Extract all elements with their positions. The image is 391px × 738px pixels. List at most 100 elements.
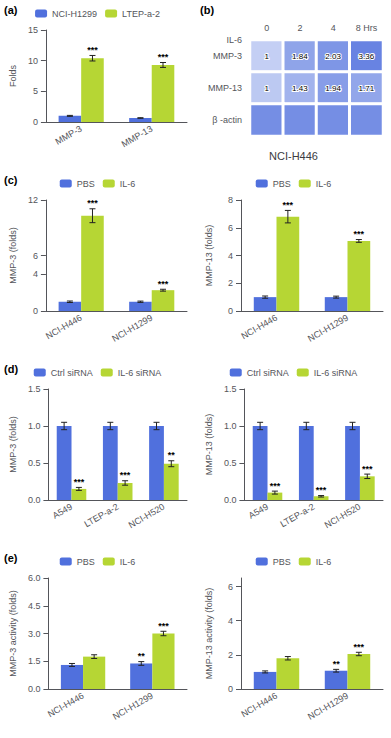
svg-text:1: 1 (264, 84, 269, 93)
svg-text:NCI-H520: NCI-H520 (127, 502, 167, 531)
svg-text:4: 4 (331, 23, 336, 33)
svg-text:***: *** (87, 45, 98, 55)
svg-text:6: 6 (33, 251, 38, 261)
svg-text:1: 1 (264, 52, 269, 61)
svg-text:0: 0 (228, 306, 233, 316)
svg-text:MMP-13 activity (folds): MMP-13 activity (folds) (204, 588, 214, 680)
svg-text:NCI-H446: NCI-H446 (46, 691, 86, 720)
svg-text:NCI-H1299: NCI-H1299 (306, 691, 350, 722)
svg-text:(e): (e) (4, 552, 18, 564)
svg-text:MMP-3: MMP-3 (213, 51, 242, 61)
svg-text:0: 0 (228, 684, 233, 694)
svg-text:***: *** (354, 642, 365, 652)
svg-text:LTEP-a-2: LTEP-a-2 (82, 502, 120, 530)
svg-text:**: ** (138, 651, 146, 661)
svg-text:IL-6: IL-6 (316, 557, 332, 567)
svg-text:0.0: 0.0 (28, 495, 41, 505)
svg-text:4: 4 (228, 616, 233, 626)
svg-text:***: *** (87, 198, 98, 208)
svg-text:MMP-13: MMP-13 (208, 83, 242, 93)
svg-text:IL-6 siRNA: IL-6 siRNA (314, 368, 358, 378)
svg-text:***: *** (362, 464, 373, 474)
svg-text:Ctrl siRNA: Ctrl siRNA (51, 368, 93, 378)
svg-text:2: 2 (297, 23, 302, 33)
svg-text:MMP-3 activity (folds): MMP-3 activity (folds) (8, 590, 18, 677)
svg-text:1.94: 1.94 (325, 84, 341, 93)
svg-text:NCI-H446: NCI-H446 (269, 150, 318, 162)
svg-text:LTEP-a-2: LTEP-a-2 (278, 502, 316, 530)
svg-text:8 Hrs: 8 Hrs (356, 23, 378, 33)
svg-text:6.0: 6.0 (28, 573, 41, 583)
svg-text:MMP-3 (folds): MMP-3 (folds) (8, 416, 18, 473)
svg-text:**: ** (333, 659, 341, 669)
svg-text:(b): (b) (200, 4, 214, 16)
svg-text:***: *** (74, 477, 85, 487)
svg-text:NCI-H446: NCI-H446 (239, 313, 279, 342)
svg-text:LTEP-a-2: LTEP-a-2 (122, 9, 160, 19)
svg-text:NCI-H520: NCI-H520 (323, 502, 363, 531)
svg-text:NCI-H446: NCI-H446 (44, 313, 84, 342)
svg-text:(a): (a) (4, 4, 18, 16)
svg-text:6: 6 (228, 223, 233, 233)
svg-text:IL-6: IL-6 (120, 179, 136, 189)
svg-text:1.5: 1.5 (224, 384, 237, 394)
svg-text:NCI-H1299: NCI-H1299 (306, 313, 350, 344)
svg-text:1.0: 1.0 (224, 421, 237, 431)
svg-text:3.0: 3.0 (28, 629, 41, 639)
svg-text:0.5: 0.5 (224, 458, 237, 468)
svg-text:MMP-3 (folds): MMP-3 (folds) (8, 227, 18, 284)
svg-text:8: 8 (228, 195, 233, 205)
svg-text:MMP-13: MMP-13 (120, 124, 154, 150)
svg-text:***: *** (354, 229, 365, 239)
svg-text:A549: A549 (247, 502, 270, 521)
svg-text:IL-6: IL-6 (120, 557, 136, 567)
svg-text:IL-6: IL-6 (316, 179, 332, 189)
svg-text:NCI-H446: NCI-H446 (239, 691, 279, 720)
svg-text:2: 2 (228, 650, 233, 660)
svg-text:***: *** (158, 279, 169, 289)
svg-text:0.0: 0.0 (224, 495, 237, 505)
svg-text:2.03: 2.03 (325, 52, 341, 61)
svg-text:4: 4 (33, 269, 38, 279)
svg-text:1.5: 1.5 (28, 656, 41, 666)
svg-text:**: ** (168, 450, 176, 460)
svg-text:1.43: 1.43 (292, 84, 308, 93)
svg-text:***: *** (270, 481, 281, 491)
svg-text:Folds: Folds (8, 65, 18, 88)
svg-text:5: 5 (33, 86, 38, 96)
svg-text:4: 4 (228, 251, 233, 261)
svg-text:MMP-3: MMP-3 (54, 124, 84, 147)
svg-text:1.84: 1.84 (292, 52, 308, 61)
svg-text:1.5: 1.5 (28, 384, 41, 394)
svg-text:1.0: 1.0 (28, 421, 41, 431)
svg-text:IL-6: IL-6 (226, 35, 242, 45)
svg-text:***: *** (158, 621, 169, 631)
svg-text:PBS: PBS (273, 179, 291, 189)
svg-text:1.71: 1.71 (359, 84, 375, 93)
svg-text:IL-6 siRNA: IL-6 siRNA (118, 368, 162, 378)
svg-text:0: 0 (33, 117, 38, 127)
svg-text:(d): (d) (4, 363, 18, 375)
svg-text:0.5: 0.5 (28, 458, 41, 468)
svg-text:0.0: 0.0 (28, 684, 41, 694)
svg-text:(c): (c) (4, 174, 18, 186)
svg-text:NCI-H1299: NCI-H1299 (52, 9, 97, 19)
svg-text:0: 0 (264, 23, 269, 33)
svg-text:β -actin: β -actin (212, 115, 242, 125)
svg-text:MMP-13 (folds): MMP-13 (folds) (204, 414, 214, 476)
svg-text:4.5: 4.5 (28, 601, 41, 611)
svg-text:NCI-H1299: NCI-H1299 (111, 691, 155, 722)
svg-text:3.36: 3.36 (359, 52, 375, 61)
svg-text:PBS: PBS (77, 179, 95, 189)
svg-text:A549: A549 (51, 502, 74, 521)
svg-text:Ctrl siRNA: Ctrl siRNA (247, 368, 289, 378)
svg-text:12: 12 (28, 195, 38, 205)
svg-text:***: *** (120, 470, 131, 480)
svg-text:2: 2 (228, 278, 233, 288)
svg-text:6: 6 (228, 582, 233, 592)
svg-text:NCI-H1299: NCI-H1299 (110, 313, 154, 344)
svg-text:10: 10 (28, 56, 38, 66)
svg-text:***: *** (316, 485, 327, 495)
svg-text:***: *** (283, 200, 294, 210)
svg-text:PBS: PBS (273, 557, 291, 567)
